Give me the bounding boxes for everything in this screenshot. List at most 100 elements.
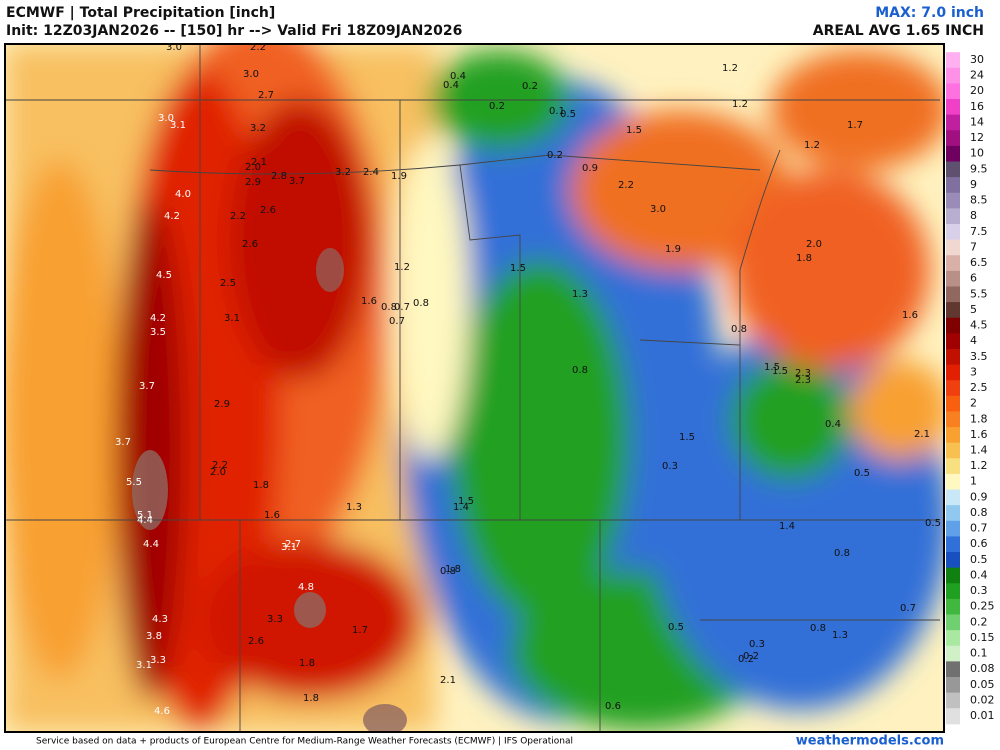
- precip-label: 0.5: [668, 622, 684, 633]
- legend-label: 0.4: [970, 568, 988, 581]
- legend-label: 8: [970, 209, 977, 222]
- precip-label: 0.2: [738, 654, 754, 665]
- legend-label: 0.6: [970, 537, 988, 550]
- legend-swatch: [946, 536, 960, 553]
- precip-label: 1.8: [796, 253, 812, 264]
- legend-swatch: [946, 708, 960, 725]
- precip-label: 1.7: [847, 120, 863, 131]
- precip-label: 2.3: [795, 368, 811, 379]
- legend-label: 10: [970, 147, 984, 160]
- precip-label: 0.8: [572, 365, 588, 376]
- precip-label: 0.4: [450, 71, 466, 82]
- legend-swatch: [946, 145, 960, 163]
- legend-swatch: [946, 161, 960, 178]
- legend-swatch: [946, 270, 960, 287]
- precip-label: 1.5: [679, 432, 695, 443]
- precip-label: 1.3: [346, 502, 362, 513]
- precip-label: 1.5: [510, 263, 526, 274]
- legend-label: 9.5: [970, 162, 988, 175]
- legend-label: 2.5: [970, 381, 988, 394]
- legend-label: 20: [970, 84, 984, 97]
- precip-label: 1.8: [253, 480, 269, 491]
- legend-swatch: [946, 224, 960, 241]
- legend-label: 0.5: [970, 553, 988, 566]
- precip-label: 1.5: [772, 366, 788, 377]
- legend-label: 24: [970, 69, 984, 82]
- legend-swatch: [946, 317, 960, 334]
- precip-label: 1.3: [572, 289, 588, 300]
- precip-label: 3.2: [250, 123, 266, 134]
- precip-label: 0.4: [443, 80, 459, 91]
- legend-label: 0.01: [970, 709, 995, 722]
- precip-label: 0.8: [381, 302, 397, 313]
- legend-label: 0.15: [970, 631, 995, 644]
- legend-label: 4.5: [970, 319, 988, 332]
- precip-label: 2.2: [250, 42, 266, 53]
- precip-label: 1.8: [445, 564, 461, 575]
- legend-swatch: [946, 520, 960, 537]
- precip-label: 1.6: [264, 510, 280, 521]
- legend-label: 1.6: [970, 428, 988, 441]
- legend-swatch: [946, 208, 960, 225]
- legend-swatch: [946, 598, 960, 616]
- legend-label: 9: [970, 178, 977, 191]
- precip-label: 0.5: [925, 518, 941, 529]
- precip-label: 1.5: [458, 496, 474, 507]
- legend-swatch: [946, 67, 960, 84]
- precip-label: 4.8: [298, 582, 314, 593]
- legend-swatch: [946, 192, 960, 209]
- precip-label: 2.1: [440, 675, 456, 686]
- precip-label: 2.8: [271, 171, 287, 182]
- precip-label: 3.1: [224, 313, 240, 324]
- precip-label: 1.2: [804, 140, 820, 151]
- precip-label: 3.2: [335, 167, 351, 178]
- legend-swatch: [946, 458, 960, 475]
- legend-swatch: [946, 676, 960, 694]
- precip-label: 0.5: [560, 109, 576, 120]
- legend-swatch: [946, 630, 960, 647]
- precip-label: 2.9: [214, 399, 230, 410]
- legend-label: 6: [970, 272, 977, 285]
- title: ECMWF | Total Precipitation [inch]: [6, 5, 275, 21]
- precip-label: 0.7: [389, 316, 405, 327]
- precip-label: 0.3: [749, 639, 765, 650]
- legend-label: 6.5: [970, 256, 988, 269]
- precip-label: 3.8: [146, 631, 162, 642]
- precip-label: 1.4: [453, 502, 469, 513]
- precip-label: 0.8: [440, 566, 456, 577]
- legend-swatch: [946, 255, 960, 272]
- precip-label: 3.3: [267, 614, 283, 625]
- legend-label: 5.5: [970, 287, 988, 300]
- precip-label: 0.7: [394, 302, 410, 313]
- legend-label: 1: [970, 475, 977, 488]
- precip-label: 1.2: [722, 63, 738, 74]
- precip-label: 2.9: [245, 177, 261, 188]
- legend-label: 0.2: [970, 615, 988, 628]
- legend-label: 0.08: [970, 662, 995, 675]
- legend-swatch: [946, 473, 960, 491]
- max: MAX: 7.0 inch: [875, 5, 984, 21]
- legend-swatch: [946, 52, 960, 69]
- legend-swatch: [946, 130, 960, 147]
- precip-label: 4.2: [164, 211, 180, 222]
- areal-avg: AREAL AVG 1.65 INCH: [813, 23, 984, 39]
- legend-swatch: [946, 99, 960, 116]
- brand: weathermodels.com: [796, 734, 944, 749]
- precip-label: 2.2: [212, 460, 228, 471]
- precip-label: 1.9: [391, 171, 407, 182]
- precip-label: 1.3: [832, 630, 848, 641]
- precip-label: 1.5: [626, 125, 642, 136]
- precip-label: 0.5: [854, 468, 870, 479]
- precip-label: 0.2: [547, 150, 563, 161]
- precip-label: 3.1: [136, 660, 152, 671]
- legend-swatch: [946, 177, 960, 194]
- legend-label: 0.1: [970, 647, 988, 660]
- precip-label: 0.2: [743, 651, 759, 662]
- precip-label: 1.6: [902, 310, 918, 321]
- legend-label: 0.7: [970, 522, 988, 535]
- precip-label: 5.5: [126, 477, 142, 488]
- legend-swatch: [946, 395, 960, 412]
- legend-label: 2: [970, 397, 977, 410]
- legend-label: 3.5: [970, 350, 988, 363]
- precip-label: 1.2: [394, 262, 410, 273]
